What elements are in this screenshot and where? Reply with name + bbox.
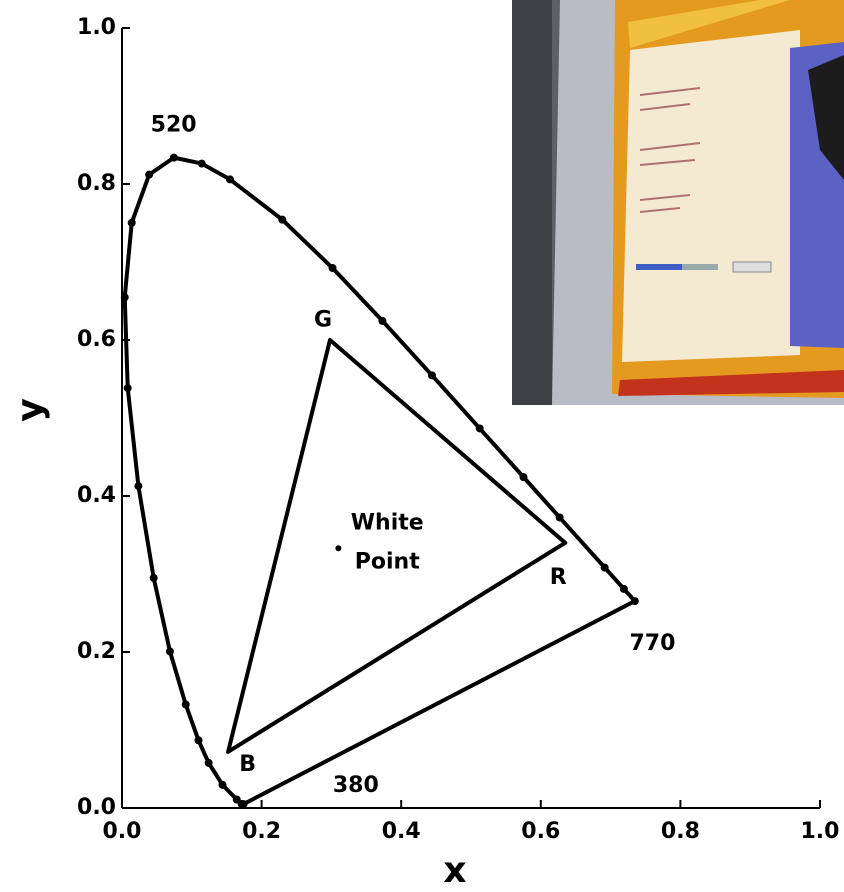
locus-point [631,597,639,605]
locus-point [428,371,436,379]
locus-point [166,647,174,655]
locus-point [134,482,142,490]
locus-point [128,219,136,227]
locus-point [145,171,153,179]
x-tick-label: 0.2 [242,819,281,844]
locus-point [198,160,206,168]
chart: x y 0.0 0.2 0.4 0.6 0.8 1.0 0.0 0.2 0.4 0.6 0.8 1.0… [0,0,844,892]
locus-point [226,175,234,183]
y-tick-label: 0.6 [77,327,116,352]
locus-point [378,317,386,325]
annotation: Point [355,549,420,574]
locus-point [150,574,158,582]
x-tick-label: 0.0 [103,819,142,844]
y-tick-label: 0.4 [77,483,116,508]
x-tick-label: 1.0 [801,819,840,844]
annotation: White [351,510,424,535]
locus-point [556,513,564,521]
annotation: 380 [333,773,379,798]
locus-point [182,700,190,708]
locus-point [601,564,609,572]
locus-point [329,264,337,272]
annotation: 520 [151,113,197,138]
annotation: 770 [630,631,676,656]
x-axis-label: x [443,850,466,891]
photo-inset [512,0,844,405]
locus-point [124,384,132,392]
y-tick-label: 0.0 [77,795,116,820]
locus-point [170,154,178,162]
locus-point [219,781,227,789]
white-point [335,545,341,551]
x-tick-label: 0.4 [382,819,421,844]
x-tick-label: 0.8 [661,819,700,844]
annotation: R [550,565,567,590]
y-tick-label: 1.0 [77,15,116,40]
y-tick-label: 0.2 [77,639,116,664]
annotation: G [314,308,332,333]
y-tick-label: 0.8 [77,171,116,196]
y-axis-label: y [10,398,51,421]
x-tick-label: 0.6 [521,819,560,844]
annotation: B [239,752,256,777]
locus-point [620,585,628,593]
locus-point [278,216,286,224]
locus-point [121,293,129,301]
locus-point [233,795,241,803]
locus-point [476,424,484,432]
locus-point [195,736,203,744]
locus-point [519,473,527,481]
locus-point [205,759,213,767]
